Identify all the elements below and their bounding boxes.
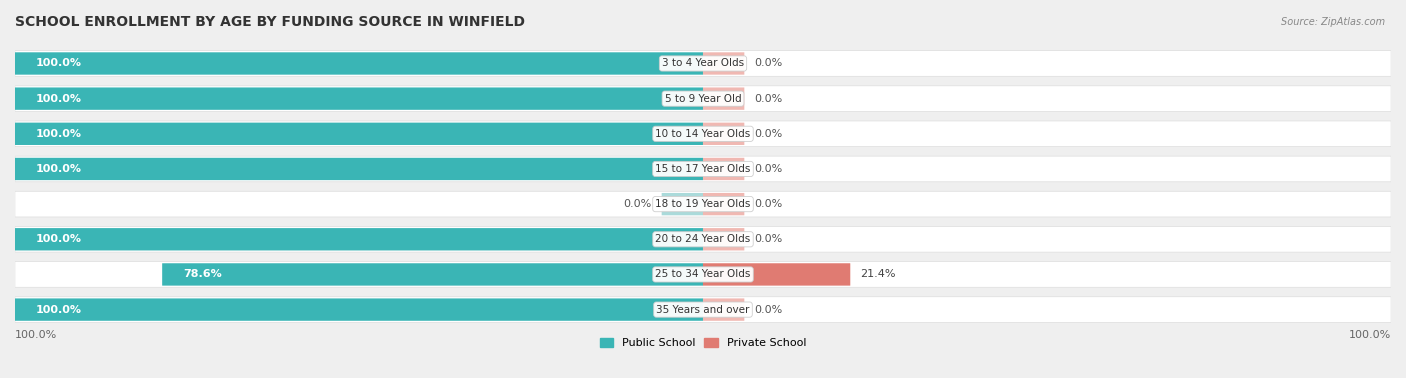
Text: 18 to 19 Year Olds: 18 to 19 Year Olds [655,199,751,209]
Text: 0.0%: 0.0% [755,234,783,244]
FancyBboxPatch shape [15,298,703,321]
Text: 0.0%: 0.0% [755,199,783,209]
FancyBboxPatch shape [15,228,703,251]
Text: 5 to 9 Year Old: 5 to 9 Year Old [665,94,741,104]
Text: 15 to 17 Year Olds: 15 to 17 Year Olds [655,164,751,174]
FancyBboxPatch shape [703,298,744,321]
Text: 100.0%: 100.0% [35,234,82,244]
Text: 10 to 14 Year Olds: 10 to 14 Year Olds [655,129,751,139]
FancyBboxPatch shape [15,158,703,180]
FancyBboxPatch shape [162,263,703,286]
Text: 3 to 4 Year Olds: 3 to 4 Year Olds [662,59,744,68]
Text: 78.6%: 78.6% [183,270,222,279]
FancyBboxPatch shape [703,87,744,110]
Text: Source: ZipAtlas.com: Source: ZipAtlas.com [1281,17,1385,27]
Text: 100.0%: 100.0% [15,330,58,340]
Text: 100.0%: 100.0% [35,164,82,174]
Text: 25 to 34 Year Olds: 25 to 34 Year Olds [655,270,751,279]
FancyBboxPatch shape [15,191,1391,217]
Text: 0.0%: 0.0% [755,129,783,139]
FancyBboxPatch shape [703,228,744,251]
FancyBboxPatch shape [15,262,1391,287]
FancyBboxPatch shape [15,156,1391,182]
Text: 0.0%: 0.0% [623,199,651,209]
FancyBboxPatch shape [703,193,744,215]
FancyBboxPatch shape [15,52,703,75]
Text: 100.0%: 100.0% [35,94,82,104]
Text: 0.0%: 0.0% [755,59,783,68]
FancyBboxPatch shape [703,122,744,145]
Text: SCHOOL ENROLLMENT BY AGE BY FUNDING SOURCE IN WINFIELD: SCHOOL ENROLLMENT BY AGE BY FUNDING SOUR… [15,15,524,29]
Text: 20 to 24 Year Olds: 20 to 24 Year Olds [655,234,751,244]
FancyBboxPatch shape [703,52,744,75]
FancyBboxPatch shape [15,121,1391,147]
Text: 100.0%: 100.0% [35,129,82,139]
Text: 100.0%: 100.0% [1348,330,1391,340]
Text: 0.0%: 0.0% [755,94,783,104]
Text: 21.4%: 21.4% [860,270,896,279]
Text: 35 Years and over: 35 Years and over [657,305,749,314]
FancyBboxPatch shape [15,122,703,145]
Text: 100.0%: 100.0% [35,305,82,314]
FancyBboxPatch shape [662,193,703,215]
FancyBboxPatch shape [703,158,744,180]
Text: 0.0%: 0.0% [755,164,783,174]
Legend: Public School, Private School: Public School, Private School [600,338,806,349]
FancyBboxPatch shape [703,263,851,286]
FancyBboxPatch shape [15,87,703,110]
Text: 0.0%: 0.0% [755,305,783,314]
FancyBboxPatch shape [15,51,1391,76]
FancyBboxPatch shape [15,86,1391,112]
Text: 100.0%: 100.0% [35,59,82,68]
FancyBboxPatch shape [15,226,1391,252]
FancyBboxPatch shape [15,297,1391,322]
